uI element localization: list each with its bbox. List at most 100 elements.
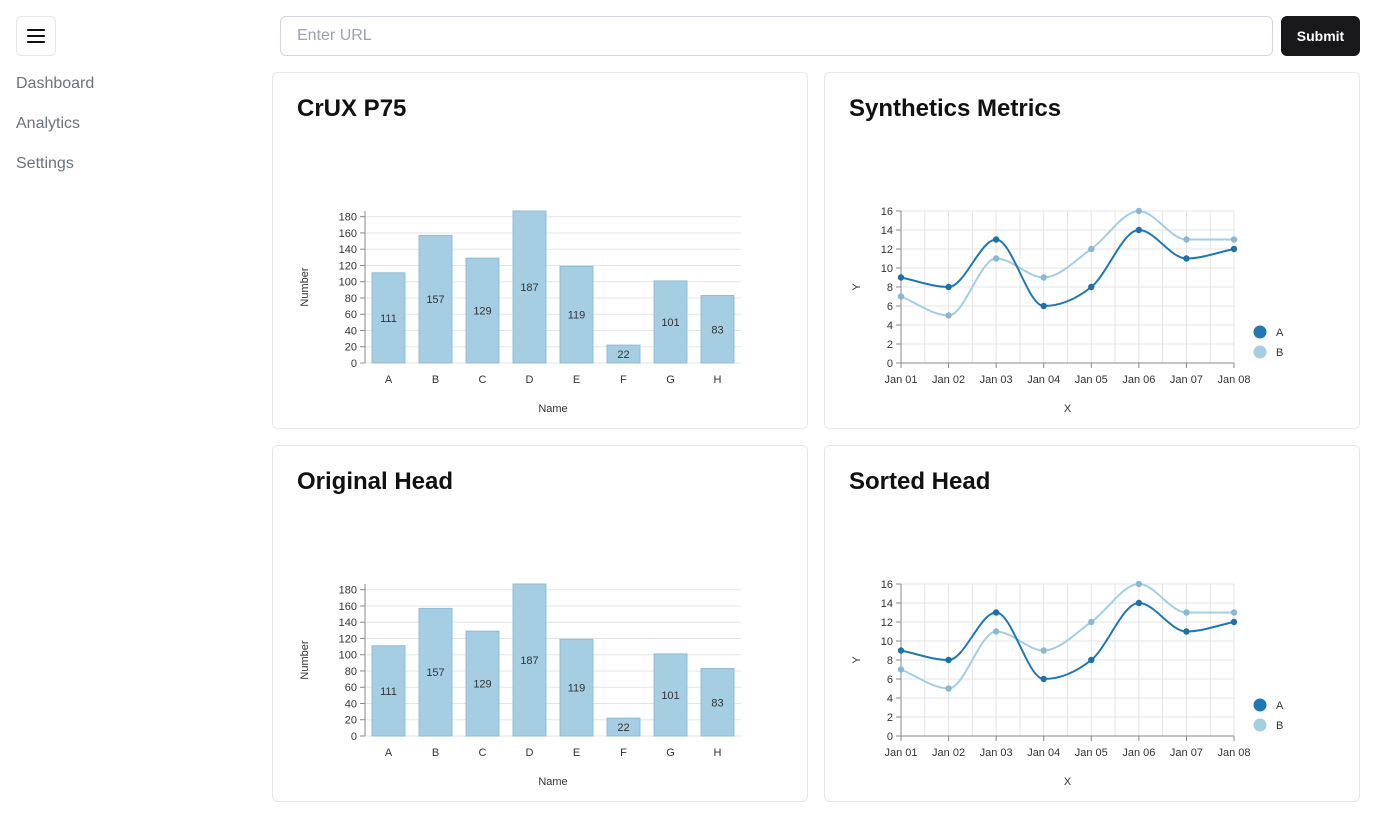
data-point: [1088, 245, 1095, 253]
y-tick-label: 8: [887, 282, 893, 294]
bar: [512, 583, 547, 737]
bar: [700, 668, 735, 737]
x-tick-label: A: [385, 747, 393, 759]
x-tick-label: C: [479, 747, 487, 759]
y-tick-label: 180: [339, 212, 357, 224]
y-tick-label: 120: [339, 633, 357, 645]
data-point: [1183, 609, 1190, 616]
y-tick-label: 80: [345, 666, 357, 678]
line-chart: 0 2 4 6 8 10 12 14 16 Jan 01 Jan 02 Jan 03 Jan 04 Jan…: [851, 206, 1284, 415]
data-point: [1183, 255, 1190, 262]
y-tick-label: 40: [345, 698, 357, 710]
x-tick-label: Jan 08: [1217, 374, 1250, 386]
y-tick-label: 100: [339, 277, 357, 289]
url-input[interactable]: [280, 16, 1273, 56]
card-title: CrUX P75: [297, 95, 407, 122]
data-point: [1230, 236, 1238, 243]
x-tick-label: H: [714, 747, 722, 759]
chart-card-original-head: Original Head 0 20 40 60 80 100 120 140 160 180 11…: [272, 445, 808, 802]
y-tick-label: 20: [345, 715, 357, 727]
y-tick-label: 16: [881, 206, 893, 218]
bar-value-label: 22: [617, 722, 629, 734]
y-tick-label: 6: [887, 301, 893, 313]
legend-label: A: [1276, 327, 1284, 339]
data-point: [897, 293, 905, 300]
bar-value-label: 187: [520, 282, 538, 294]
data-point: [992, 628, 1000, 635]
x-tick-label: Jan 06: [1122, 747, 1155, 759]
bar-value-label: 22: [617, 349, 629, 361]
sidebar-item-dashboard[interactable]: Dashboard: [16, 75, 95, 92]
bar-value-label: 129: [473, 306, 491, 318]
bar-chart: 0 20 40 60 80 100 120 140 160 180 111 A 157 B 129 C 187 D…: [299, 583, 741, 788]
bar: [559, 638, 594, 737]
data-point: [992, 236, 1000, 243]
data-point: [992, 609, 1000, 616]
bar: [653, 653, 688, 737]
sidebar-item-analytics[interactable]: Analytics: [16, 115, 81, 132]
data-point: [897, 647, 905, 654]
bar: [418, 607, 453, 737]
submit-button[interactable]: Submit: [1281, 16, 1360, 56]
x-axis-title: Name: [538, 776, 567, 788]
x-tick-label: Jan 03: [980, 747, 1013, 759]
data-point: [1088, 618, 1095, 626]
x-tick-label: G: [666, 747, 675, 759]
x-tick-label: Jan 01: [884, 747, 917, 759]
chart-card-synthetics-metrics: Synthetics Metrics 0 2 4 6 8 10 12 14 16 Jan 01 Ja…: [824, 72, 1360, 429]
x-tick-label: Jan 05: [1075, 747, 1108, 759]
x-tick-label: Jan 03: [980, 374, 1013, 386]
x-axis-title: X: [1064, 776, 1072, 788]
y-tick-label: 4: [887, 693, 893, 705]
y-tick-label: 160: [339, 228, 357, 240]
y-tick-label: 8: [887, 655, 893, 667]
hamburger-icon: [27, 29, 45, 43]
y-tick-label: 2: [887, 339, 893, 351]
data-point: [1135, 226, 1143, 234]
data-point: [897, 666, 905, 673]
card-title: Original Head: [297, 468, 454, 495]
bar-value-label: 129: [473, 679, 491, 691]
line-chart: 0 2 4 6 8 10 12 14 16 Jan 01 Jan 02 Jan 03 Jan 04 Jan…: [851, 579, 1284, 788]
bar-value-label: 101: [661, 690, 679, 702]
bar-value-label: 101: [661, 317, 679, 329]
data-point: [1135, 580, 1143, 588]
x-tick-label: Jan 07: [1170, 747, 1203, 759]
x-tick-label: E: [573, 747, 580, 759]
bar: [653, 280, 688, 364]
y-tick-label: 140: [339, 617, 357, 629]
legend-label: A: [1276, 700, 1284, 712]
bar: [606, 344, 641, 364]
menu-toggle-button[interactable]: [16, 16, 56, 56]
x-tick-label: H: [714, 374, 722, 386]
x-tick-label: E: [573, 374, 580, 386]
x-tick-label: Jan 07: [1170, 374, 1203, 386]
data-point: [1135, 599, 1143, 607]
x-tick-label: D: [526, 374, 534, 386]
sidebar-nav: Dashboard Analytics Settings: [16, 72, 94, 192]
y-tick-label: 20: [345, 342, 357, 354]
series-line: [900, 228, 1235, 308]
bar-value-label: 157: [426, 667, 444, 679]
y-tick-label: 16: [881, 579, 893, 591]
bar-chart: 0 20 40 60 80 100 120 140 160 180 111 A 157 B 129 C 187 D…: [299, 210, 741, 415]
x-tick-label: C: [479, 374, 487, 386]
x-tick-label: B: [432, 374, 439, 386]
y-axis-title: Number: [299, 267, 311, 306]
y-tick-label: 120: [339, 260, 357, 272]
y-tick-label: 4: [887, 320, 893, 332]
bar-value-label: 157: [426, 294, 444, 306]
card-title: Synthetics Metrics: [849, 95, 1062, 122]
y-tick-label: 6: [887, 674, 893, 686]
y-tick-label: 12: [881, 617, 893, 629]
bar-value-label: 119: [568, 310, 586, 322]
y-tick-label: 0: [351, 358, 357, 370]
data-point: [1040, 647, 1047, 654]
bar: [418, 234, 453, 364]
legend-swatch: [1253, 698, 1267, 712]
data-point: [897, 274, 905, 281]
sidebar-item-settings[interactable]: Settings: [16, 155, 74, 172]
y-tick-label: 14: [881, 225, 893, 237]
x-tick-label: Jan 04: [1027, 747, 1060, 759]
data-point: [1230, 245, 1238, 253]
